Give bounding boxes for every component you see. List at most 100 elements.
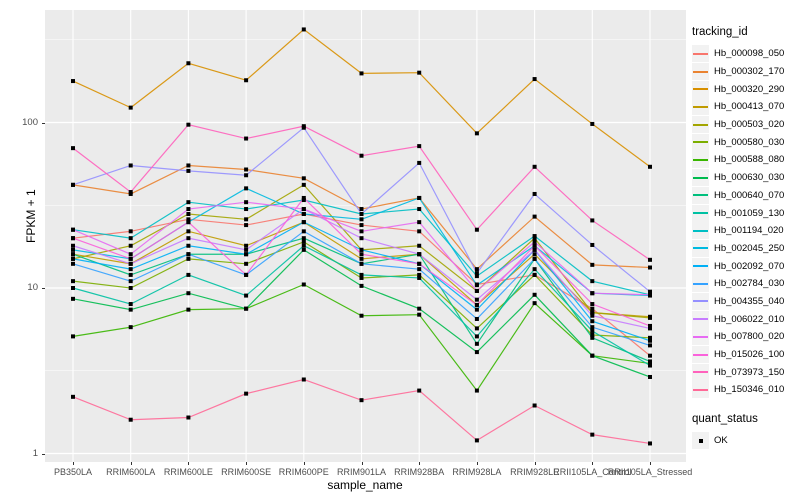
legend-key [692,133,709,151]
data-point [648,326,652,331]
data-point [244,186,249,191]
data-point [186,217,191,222]
black-square-point-icon [698,438,703,443]
data-point [128,302,133,307]
legend-key [692,257,709,275]
panel-background [45,10,686,462]
data-point [244,252,249,257]
legend-item: Hb_002092_070 [692,257,798,275]
legend-item: Hb_000588_080 [692,151,798,169]
legend-item-label: OK [714,435,728,447]
data-point [301,243,306,248]
data-point [71,296,75,301]
data-point [71,247,75,252]
legend-key-line [693,70,708,73]
data-point [186,291,191,296]
x-tick-mark [592,462,594,465]
legend-key-line [693,52,708,55]
legend-item: Hb_015026_100 [692,346,798,364]
data-point [532,164,537,169]
legend-key [692,275,709,293]
y-tick-mark [42,122,45,124]
data-point [590,319,595,324]
legend-item: Hb_000320_290 [692,80,798,98]
data-point [301,239,306,244]
legend-item-label: Hb_000503_020 [714,119,785,131]
data-point [186,168,191,173]
data-point [590,310,595,315]
data-point [648,361,652,366]
legend-item-ok: OK [692,432,798,450]
data-point [532,256,537,261]
legend-key [692,116,709,134]
data-point [244,391,249,396]
data-point [648,323,652,328]
data-point [301,198,306,203]
data-point [128,252,133,257]
data-point [648,359,652,364]
legend-key-line [693,265,708,268]
legend-item-label: Hb_000302_170 [714,66,785,78]
legend-key [692,292,709,310]
data-point [474,283,479,288]
data-point [590,302,595,307]
data-point [474,267,479,272]
legend-item-label: Hb_150346_010 [714,384,785,396]
data-point [71,236,75,241]
legend-item-label: Hb_000098_050 [714,48,785,60]
data-point [244,173,249,178]
legend-key [692,363,709,381]
data-point [474,350,479,355]
data-point [244,78,249,83]
legend-key-line [693,300,708,303]
data-point [186,307,191,312]
data-point [417,160,422,165]
legend-item: Hb_000098_050 [692,45,798,63]
data-point [244,293,249,298]
data-point [474,341,479,346]
x-tick-mark [73,462,74,465]
legend-item: Hb_001194_020 [692,222,798,240]
data-point [417,195,422,200]
data-point [244,306,249,311]
data-point [359,398,364,403]
data-point [590,432,595,437]
data-point [590,242,595,247]
y-tick-label: 100 [22,116,38,128]
data-point [128,236,133,241]
data-point [359,229,364,234]
data-point [186,211,191,216]
data-point [359,283,364,288]
data-point [71,182,75,187]
data-point [417,275,422,280]
data-point [186,236,191,241]
y-tick-mark [42,453,45,455]
legend-key-line [693,88,708,91]
legend-item: Hb_004355_040 [692,292,798,311]
y-tick-label: 10 [27,281,38,293]
data-point [532,301,537,306]
data-point [648,257,652,262]
legend-key [692,346,709,364]
legend-key-line [693,318,708,321]
data-point [244,261,249,266]
legend-item: Hb_150346_010 [692,381,798,399]
data-point [648,338,652,343]
data-point [359,71,364,76]
data-point [186,415,191,420]
legend-item: Hb_000302_170 [692,63,798,81]
legend-key [692,80,709,98]
legend-key [692,381,709,399]
legend-key [692,432,709,450]
data-point [474,316,479,321]
legend-item: Hb_000413_070 [692,98,798,116]
x-tick-mark [130,462,132,465]
legend-key-line [693,388,708,391]
x-tick-label: RRIM600PE [278,467,329,477]
legend-item: Hb_002784_030 [692,275,798,293]
x-tick-mark [534,462,536,465]
x-tick-label: PB350LA [53,467,93,477]
data-point [590,218,595,223]
data-point [590,121,595,126]
